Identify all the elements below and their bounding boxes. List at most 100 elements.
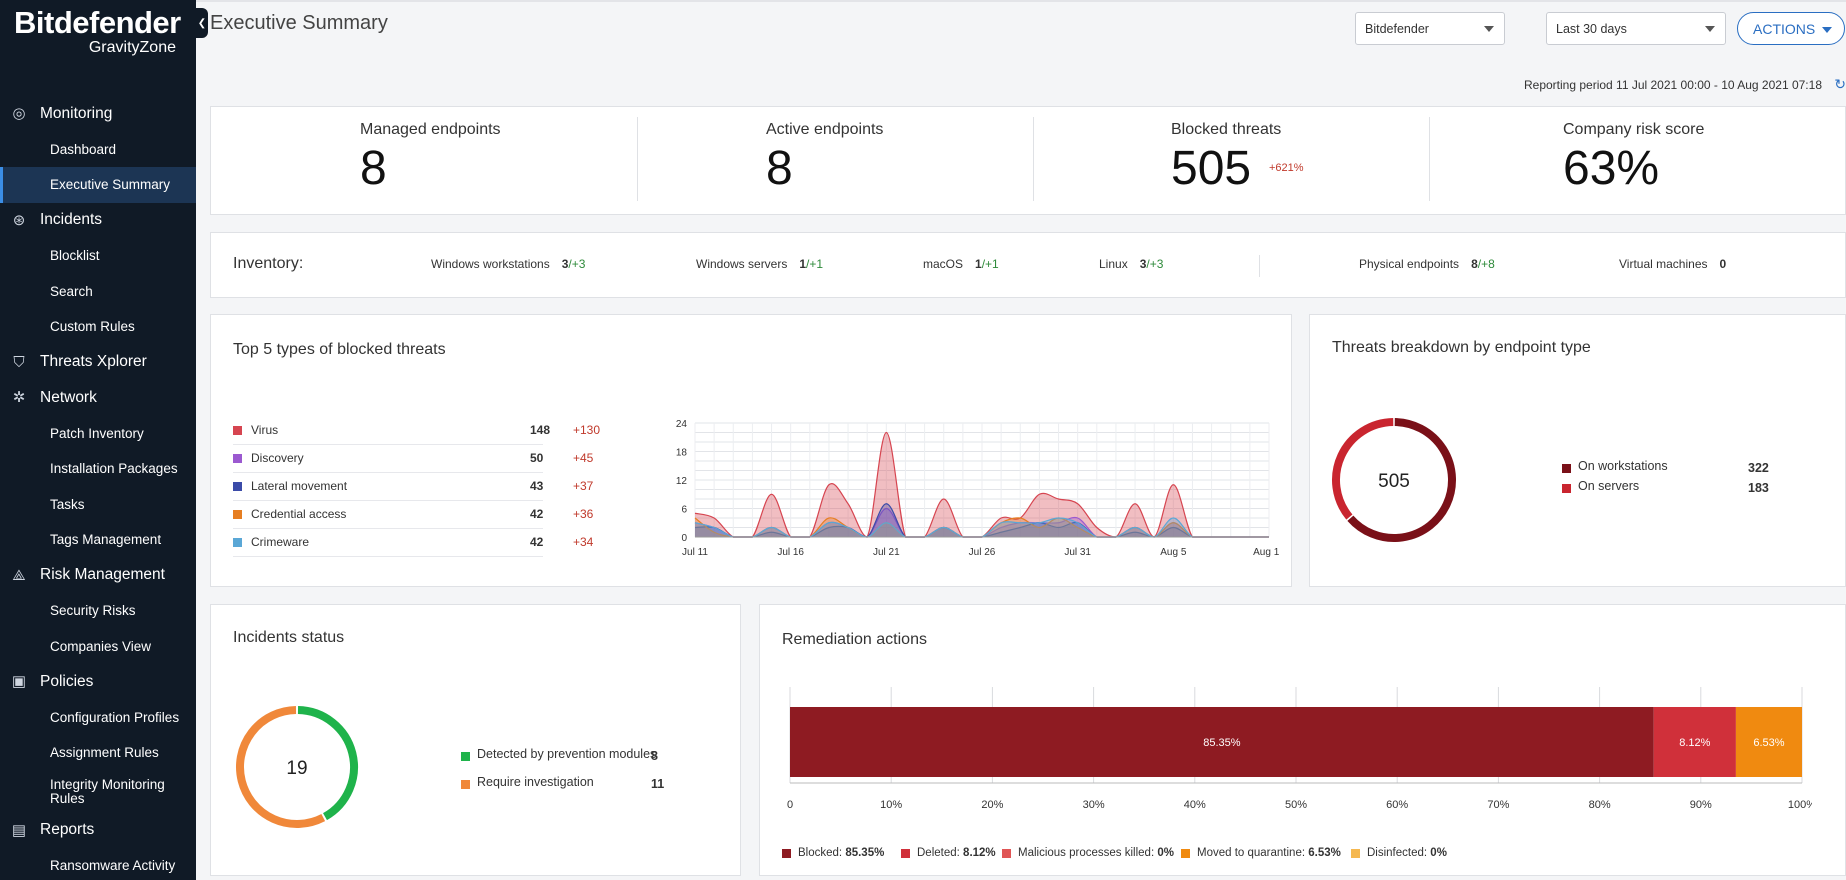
x-tick-label: 90%: [1690, 799, 1712, 811]
sidebar-item-security-risks[interactable]: Security Risks: [0, 593, 196, 629]
sidebar-item-incidents[interactable]: ⊛ Incidents: [0, 203, 196, 239]
x-tick-label: 50%: [1285, 799, 1307, 811]
sidebar-item-configuration-profiles[interactable]: Configuration Profiles: [0, 700, 196, 736]
sidebar-item-label: Tasks: [50, 496, 85, 512]
sidebar-item-tasks[interactable]: Tasks: [0, 487, 196, 523]
kpi-value: 505: [1171, 142, 1252, 195]
sidebar-item-label: Assignment Rules: [50, 745, 159, 761]
sidebar-item-installation-packages[interactable]: Installation Packages: [0, 451, 196, 487]
kpi-blocked-threats: Blocked threats 505 +621%: [1051, 107, 1391, 214]
legend-swatch: [233, 538, 242, 547]
inventory-linux: Linux 3/+3: [1099, 257, 1163, 271]
actions-button[interactable]: ACTIONS: [1737, 12, 1845, 45]
donut-slice-on-servers[interactable]: [1332, 418, 1394, 520]
bar-segment-blocked[interactable]: [790, 707, 1654, 777]
sidebar-item-integrity-monitoring-rules[interactable]: Integrity Monitoring Rules: [0, 771, 196, 813]
sidebar-item-search[interactable]: Search: [0, 274, 196, 310]
chevron-down-icon: [1484, 26, 1494, 32]
sidebar-item-policies[interactable]: ▣ Policies: [0, 664, 196, 700]
kpi-label: Blocked threats: [1171, 121, 1282, 138]
inventory-label: macOS: [923, 257, 964, 271]
sidebar-item-label: Ransomware Activity: [50, 858, 176, 874]
inventory-delta: /+3: [1146, 257, 1164, 271]
threat-label: Discovery: [251, 451, 304, 465]
sidebar-item-label: Monitoring: [40, 104, 113, 122]
legend-swatch: [1562, 484, 1571, 493]
sidebar-item-label: Integrity Monitoring Rules: [50, 776, 165, 806]
sidebar-item-threats-xplorer[interactable]: ⛉ Threats Xplorer: [0, 345, 196, 381]
kpi-label: Managed endpoints: [360, 121, 501, 138]
bar-label: 6.53%: [1753, 737, 1784, 749]
legend-item-require-investigation: Require investigation 11: [461, 776, 691, 791]
sidebar-item-companies-view[interactable]: Companies View: [0, 629, 196, 665]
donut-total: 505: [1378, 471, 1410, 492]
inventory-label: Physical endpoints: [1359, 257, 1460, 271]
sidebar-item-tags-management[interactable]: Tags Management: [0, 522, 196, 558]
sidebar-item-custom-rules[interactable]: Custom Rules: [0, 309, 196, 345]
inventory-virtual-machines: Virtual machines 0: [1619, 257, 1726, 271]
logo-sub: GravityZone: [88, 39, 176, 56]
inventory-delta: /+1: [806, 257, 824, 271]
sidebar-item-monitoring[interactable]: ◎ Monitoring: [0, 96, 196, 132]
logo[interactable]: Bitdefender GravityZone: [14, 6, 184, 60]
kpi-active-endpoints: Active endpoints 8: [651, 107, 991, 214]
kpi-label: Active endpoints: [766, 121, 884, 138]
sidebar-item-label: Reports: [40, 821, 95, 839]
card-title: Incidents status: [233, 629, 345, 646]
threat-delta: +45: [573, 451, 594, 465]
threat-label: Virus: [251, 423, 279, 437]
donut-slice-detected-by-prevention-modules[interactable]: [297, 706, 358, 821]
incidents-donut-chart: 19: [236, 706, 358, 828]
company-select[interactable]: Bitdefender: [1355, 12, 1505, 45]
sidebar-item-reports[interactable]: ▤ Reports: [0, 813, 196, 849]
card-title: Remediation actions: [782, 631, 927, 648]
legend-item-on-servers: On servers 183: [1562, 480, 1788, 495]
threat-label: Lateral movement: [251, 479, 348, 493]
breakdown-donut-chart: 505: [1332, 418, 1456, 542]
inventory-value: 8: [1471, 257, 1478, 271]
inventory-label: Windows servers: [696, 257, 788, 271]
legend-value: 85.35%: [845, 847, 885, 859]
sidebar-item-assignment-rules[interactable]: Assignment Rules: [0, 735, 196, 771]
sidebar-item-patch-inventory[interactable]: Patch Inventory: [0, 416, 196, 452]
refresh-icon[interactable]: ↻: [1834, 76, 1846, 92]
sidebar-item-label: Risk Management: [40, 566, 165, 584]
bar-segment-moved-to-quarantine[interactable]: [1735, 707, 1802, 777]
remediation-bar-chart: 0 10% 20% 30% 40% 50% 60% 70% 80% 90% 100% 85.35% 8.…: [787, 687, 1812, 811]
sidebar-item-risk-management[interactable]: ⟁ Risk Management: [0, 558, 196, 594]
threat-label: Credential access: [251, 507, 347, 521]
sidebar: Bitdefender GravityZone ◎ Monitoring Dashb…: [0, 0, 196, 880]
donut-slice-on-workstations[interactable]: [1347, 418, 1456, 542]
threat-legend-row: Virus 148 +130: [233, 417, 600, 445]
sidebar-item-label: Tags Management: [50, 532, 162, 548]
period-select[interactable]: Last 30 days: [1546, 12, 1726, 45]
sidebar-item-network[interactable]: ✲ Network: [0, 380, 196, 416]
legend-swatch: [233, 482, 242, 491]
legend-value: 0%: [1430, 847, 1447, 859]
legend-label: Detected by prevention modules: [477, 747, 657, 761]
donut-slice-require-investigation[interactable]: [236, 706, 326, 828]
bar-segment-deleted[interactable]: [1653, 707, 1736, 777]
sidebar-item-dashboard[interactable]: Dashboard: [0, 132, 196, 168]
inventory-label: Virtual machines: [1619, 257, 1708, 271]
sidebar-item-executive-summary[interactable]: Executive Summary: [0, 167, 196, 203]
sidebar-item-ransomware-activity[interactable]: Ransomware Activity: [0, 848, 196, 880]
sidebar-item-label: Search: [50, 283, 93, 299]
x-tick-label: 20%: [981, 799, 1003, 811]
threat-delta: +130: [573, 423, 601, 437]
inventory-value: 1: [799, 257, 807, 271]
sidebar-item-blocklist[interactable]: Blocklist: [0, 238, 196, 274]
divider: [1429, 117, 1430, 201]
monitoring-icon: ◎: [12, 105, 26, 122]
period-select-value: Last 30 days: [1556, 21, 1627, 36]
network-icon: ✲: [12, 389, 26, 406]
legend-value: 8: [651, 749, 658, 763]
incidents-icon: ⊛: [12, 211, 26, 229]
collapse-sidebar-button[interactable]: ❮: [196, 8, 208, 38]
y-tick-label: 24: [676, 419, 688, 430]
x-tick-label: 40%: [1184, 799, 1206, 811]
y-tick-label: 6: [681, 505, 687, 516]
bar-label: 8.12%: [1679, 737, 1710, 749]
card-title: Threats breakdown by endpoint type: [1332, 339, 1591, 356]
x-tick-label: Jul 31: [1064, 547, 1091, 558]
